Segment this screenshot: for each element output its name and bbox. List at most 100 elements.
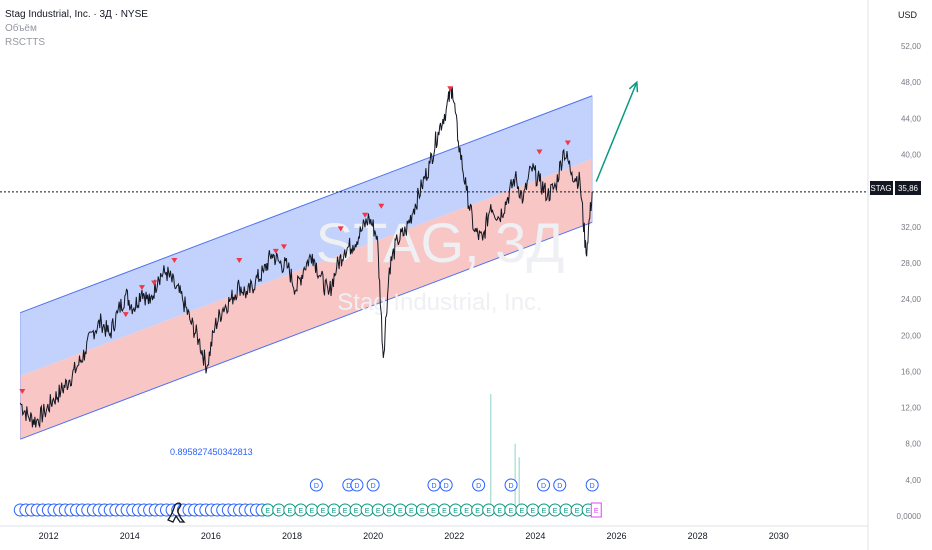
dividend-marker bbox=[472, 478, 486, 492]
price-tag: STAG 35,86 bbox=[870, 181, 921, 195]
high-marker bbox=[122, 312, 129, 318]
dividend-marker bbox=[585, 478, 599, 492]
y-axis: 0,0000 4,00 8,00 12,00 16,00 20,00 24,00 28,00 3… bbox=[897, 42, 922, 521]
dividend-marker-letter: D bbox=[431, 483, 436, 490]
high-marker bbox=[337, 226, 344, 232]
x-tick-label: 2016 bbox=[201, 531, 221, 541]
watermark-ticker: STAG, 3Д bbox=[316, 211, 565, 274]
y-tick-label: 24,00 bbox=[901, 295, 922, 304]
high-marker bbox=[151, 280, 158, 286]
y-tick-label: 8,00 bbox=[905, 440, 921, 449]
price-tag-value: 35,86 bbox=[898, 184, 919, 193]
y-tick-label: 0,0000 bbox=[897, 512, 922, 521]
high-marker bbox=[536, 149, 543, 155]
dividend-marker-letter: D bbox=[444, 483, 449, 490]
event-markers[interactable]: E E E E E E E E E E E E E E E E E E E E E E E E E E E E E E ED D D D D D D D D… bbox=[13, 478, 602, 518]
y-tick-label: 48,00 bbox=[901, 78, 922, 87]
dino-icon[interactable] bbox=[167, 502, 186, 523]
dividend-marker-letter: D bbox=[371, 483, 376, 490]
x-tick-label: 2018 bbox=[282, 531, 302, 541]
upper-band-line bbox=[20, 95, 593, 314]
y-tick-label: 12,00 bbox=[901, 404, 922, 413]
high-marker bbox=[362, 212, 369, 218]
earnings-event-letter: E bbox=[531, 508, 536, 515]
indicator-label[interactable]: RSCTTS bbox=[5, 37, 45, 48]
y-tick-label: 16,00 bbox=[901, 367, 922, 376]
chart-legend: Stag Industrial, Inc. · 3Д · NYSE Объём … bbox=[5, 8, 148, 50]
earnings-event-letter: E bbox=[376, 508, 381, 515]
high-marker bbox=[564, 140, 571, 146]
earnings-event-letter: E bbox=[564, 508, 569, 515]
earnings-event-letter: E bbox=[409, 508, 414, 515]
high-marker bbox=[138, 285, 145, 291]
earnings-event-letter: E bbox=[299, 508, 304, 515]
high-marker bbox=[378, 203, 385, 209]
x-tick-label: 2014 bbox=[120, 531, 140, 541]
symbol-title[interactable]: Stag Industrial, Inc. · 3Д · NYSE bbox=[5, 9, 148, 20]
high-marker bbox=[171, 257, 178, 263]
earnings-event-letter: E bbox=[442, 508, 447, 515]
upper-band bbox=[20, 95, 593, 376]
earnings-event-letter: E bbox=[420, 508, 425, 515]
earnings-event-letter: E bbox=[321, 508, 326, 515]
price-line-path bbox=[19, 86, 593, 429]
earnings-event-letter: E bbox=[464, 508, 469, 515]
x-tick-label: 2030 bbox=[769, 531, 789, 541]
dividend-marker bbox=[439, 478, 453, 492]
earnings-event-letter: E bbox=[508, 508, 513, 515]
dividend-marker bbox=[350, 478, 364, 492]
high-marker bbox=[19, 389, 26, 394]
price-series bbox=[19, 86, 593, 429]
dividend-marker-letter: D bbox=[590, 483, 595, 490]
channel-annotation: 0.895827450342813 bbox=[170, 447, 253, 457]
dividend-marker-letter: D bbox=[509, 483, 514, 490]
earnings-event-letter: E bbox=[475, 508, 480, 515]
high-marker bbox=[272, 248, 279, 254]
earnings-event-letter: E bbox=[287, 508, 292, 515]
earnings-event-letter: E bbox=[542, 508, 547, 515]
volume-label[interactable]: Объём bbox=[5, 23, 37, 34]
earnings-event-letter: E bbox=[365, 508, 370, 515]
earnings-event-letter: E bbox=[486, 508, 491, 515]
x-tick-label: 2012 bbox=[39, 531, 59, 541]
projection-arrow-head bbox=[628, 80, 639, 93]
currency-label[interactable]: USD bbox=[898, 10, 918, 20]
dividend-marker bbox=[537, 478, 551, 492]
earnings-event-letter: E bbox=[453, 508, 458, 515]
lower-band bbox=[20, 159, 593, 440]
regression-channel bbox=[19, 95, 593, 440]
upcoming-earnings-marker bbox=[590, 502, 602, 518]
dividend-marker bbox=[504, 478, 518, 492]
projection-arrow-shaft bbox=[595, 81, 638, 182]
earnings-event-letter: E bbox=[387, 508, 392, 515]
y-tick-label: 52,00 bbox=[901, 42, 922, 51]
dividend-marker-letter: D bbox=[557, 483, 562, 490]
earnings-event-letter: E bbox=[431, 508, 436, 515]
x-tick-label: 2026 bbox=[607, 531, 627, 541]
earnings-event-letter: E bbox=[343, 508, 348, 515]
earnings-event-letter: E bbox=[553, 508, 558, 515]
y-tick-label: 44,00 bbox=[901, 114, 922, 123]
earnings-event-letter: E bbox=[332, 508, 337, 515]
earnings-event-letter: E bbox=[586, 508, 591, 515]
dividend-marker bbox=[553, 478, 567, 492]
dividend-marker-letter: D bbox=[354, 483, 359, 490]
high-markers bbox=[19, 86, 571, 394]
dividend-marker bbox=[309, 478, 323, 492]
earnings-event-letter: E bbox=[265, 508, 270, 515]
price-tag-symbol: STAG bbox=[870, 184, 891, 193]
volume-bars bbox=[490, 394, 520, 516]
projection-arrow bbox=[595, 80, 639, 182]
earnings-event-letter: E bbox=[354, 508, 359, 515]
y-tick-label: 20,00 bbox=[901, 331, 922, 340]
chart-grid bbox=[0, 0, 869, 550]
high-marker bbox=[236, 257, 243, 263]
earnings-event-letter: E bbox=[497, 508, 502, 515]
high-marker bbox=[280, 244, 287, 250]
dividend-marker-letter: D bbox=[314, 483, 319, 490]
y-tick-label: 32,00 bbox=[901, 223, 922, 232]
earnings-event-letter: E bbox=[575, 508, 580, 515]
x-tick-label: 2024 bbox=[525, 531, 545, 541]
x-tick-label: 2028 bbox=[688, 531, 708, 541]
